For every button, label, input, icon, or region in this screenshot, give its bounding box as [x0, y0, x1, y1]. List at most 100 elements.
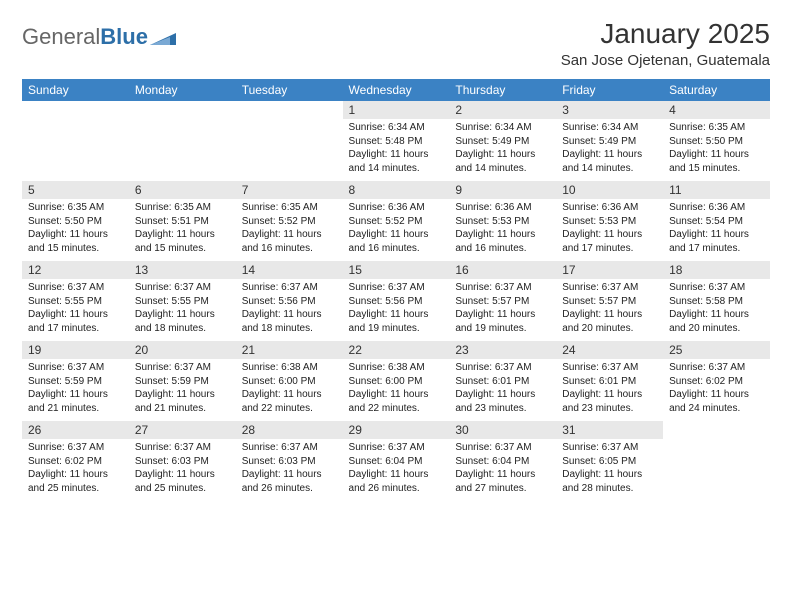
- day-number: 17: [556, 261, 663, 279]
- calendar-cell: [22, 101, 129, 181]
- day-detail-line: Sunrise: 6:37 AM: [135, 361, 230, 375]
- day-detail-line: Sunrise: 6:36 AM: [455, 201, 550, 215]
- day-detail-line: Sunset: 5:56 PM: [349, 295, 444, 309]
- day-detail-line: and 20 minutes.: [669, 322, 764, 336]
- day-detail-line: and 27 minutes.: [455, 482, 550, 496]
- topbar: GeneralBlue January 2025 San Jose Ojeten…: [22, 18, 770, 69]
- day-details: Sunrise: 6:37 AMSunset: 5:56 PMDaylight:…: [236, 279, 343, 341]
- day-detail-line: Sunrise: 6:37 AM: [135, 441, 230, 455]
- calendar-cell: 5Sunrise: 6:35 AMSunset: 5:50 PMDaylight…: [22, 181, 129, 261]
- calendar-cell: 7Sunrise: 6:35 AMSunset: 5:52 PMDaylight…: [236, 181, 343, 261]
- day-detail-line: Sunrise: 6:37 AM: [669, 281, 764, 295]
- day-detail-line: Daylight: 11 hours: [562, 148, 657, 162]
- calendar-cell: 20Sunrise: 6:37 AMSunset: 5:59 PMDayligh…: [129, 341, 236, 421]
- weekday-header-row: Sunday Monday Tuesday Wednesday Thursday…: [22, 79, 770, 101]
- day-detail-line: and 15 minutes.: [28, 242, 123, 256]
- day-detail-line: and 16 minutes.: [455, 242, 550, 256]
- day-detail-line: Sunset: 5:49 PM: [562, 135, 657, 149]
- day-detail-line: Sunrise: 6:37 AM: [562, 281, 657, 295]
- day-detail-line: and 15 minutes.: [669, 162, 764, 176]
- day-details: Sunrise: 6:37 AMSunset: 6:05 PMDaylight:…: [556, 439, 663, 501]
- day-details: [236, 105, 343, 161]
- flag-icon: [150, 27, 176, 47]
- day-number: 3: [556, 101, 663, 119]
- day-detail-line: Sunset: 6:03 PM: [135, 455, 230, 469]
- day-detail-line: Sunrise: 6:35 AM: [28, 201, 123, 215]
- day-number: 28: [236, 421, 343, 439]
- day-detail-line: and 25 minutes.: [135, 482, 230, 496]
- calendar-cell: 8Sunrise: 6:36 AMSunset: 5:52 PMDaylight…: [343, 181, 450, 261]
- day-detail-line: and 18 minutes.: [242, 322, 337, 336]
- day-number: 1: [343, 101, 450, 119]
- day-detail-line: Daylight: 11 hours: [28, 388, 123, 402]
- day-detail-line: Daylight: 11 hours: [28, 308, 123, 322]
- brand-word1: General: [22, 24, 100, 50]
- day-detail-line: Sunrise: 6:37 AM: [562, 361, 657, 375]
- day-detail-line: Sunrise: 6:37 AM: [455, 441, 550, 455]
- day-number: 18: [663, 261, 770, 279]
- day-number: 25: [663, 341, 770, 359]
- day-detail-line: Daylight: 11 hours: [349, 148, 444, 162]
- day-detail-line: Sunset: 6:00 PM: [349, 375, 444, 389]
- day-detail-line: and 21 minutes.: [135, 402, 230, 416]
- day-details: Sunrise: 6:38 AMSunset: 6:00 PMDaylight:…: [343, 359, 450, 421]
- day-details: Sunrise: 6:37 AMSunset: 5:57 PMDaylight:…: [556, 279, 663, 341]
- day-number: 23: [449, 341, 556, 359]
- day-number: 19: [22, 341, 129, 359]
- day-details: Sunrise: 6:37 AMSunset: 6:01 PMDaylight:…: [556, 359, 663, 421]
- day-detail-line: Sunset: 5:55 PM: [28, 295, 123, 309]
- day-detail-line: Sunset: 6:01 PM: [455, 375, 550, 389]
- day-detail-line: Daylight: 11 hours: [349, 468, 444, 482]
- day-detail-line: and 14 minutes.: [562, 162, 657, 176]
- calendar-cell: 12Sunrise: 6:37 AMSunset: 5:55 PMDayligh…: [22, 261, 129, 341]
- day-detail-line: and 21 minutes.: [28, 402, 123, 416]
- day-detail-line: Sunrise: 6:34 AM: [455, 121, 550, 135]
- calendar-cell: 10Sunrise: 6:36 AMSunset: 5:53 PMDayligh…: [556, 181, 663, 261]
- calendar-cell: 2Sunrise: 6:34 AMSunset: 5:49 PMDaylight…: [449, 101, 556, 181]
- weekday-header: Sunday: [22, 79, 129, 101]
- day-details: Sunrise: 6:37 AMSunset: 6:01 PMDaylight:…: [449, 359, 556, 421]
- day-details: Sunrise: 6:36 AMSunset: 5:54 PMDaylight:…: [663, 199, 770, 261]
- day-detail-line: and 23 minutes.: [455, 402, 550, 416]
- day-detail-line: Sunrise: 6:37 AM: [455, 281, 550, 295]
- day-detail-line: and 19 minutes.: [455, 322, 550, 336]
- calendar-week-row: 5Sunrise: 6:35 AMSunset: 5:50 PMDaylight…: [22, 181, 770, 261]
- day-detail-line: Daylight: 11 hours: [349, 388, 444, 402]
- day-detail-line: Sunset: 5:53 PM: [455, 215, 550, 229]
- day-detail-line: Sunset: 6:02 PM: [28, 455, 123, 469]
- weekday-header: Saturday: [663, 79, 770, 101]
- calendar-body: 1Sunrise: 6:34 AMSunset: 5:48 PMDaylight…: [22, 101, 770, 501]
- day-detail-line: Daylight: 11 hours: [242, 308, 337, 322]
- day-detail-line: and 23 minutes.: [562, 402, 657, 416]
- weekday-header: Monday: [129, 79, 236, 101]
- calendar-cell: 16Sunrise: 6:37 AMSunset: 5:57 PMDayligh…: [449, 261, 556, 341]
- day-number: 5: [22, 181, 129, 199]
- day-detail-line: Daylight: 11 hours: [669, 228, 764, 242]
- day-detail-line: Daylight: 11 hours: [669, 148, 764, 162]
- day-number: 7: [236, 181, 343, 199]
- day-detail-line: Sunrise: 6:37 AM: [669, 361, 764, 375]
- day-details: Sunrise: 6:37 AMSunset: 5:56 PMDaylight:…: [343, 279, 450, 341]
- day-detail-line: Sunset: 5:58 PM: [669, 295, 764, 309]
- day-details: [129, 105, 236, 161]
- day-details: Sunrise: 6:36 AMSunset: 5:53 PMDaylight:…: [449, 199, 556, 261]
- day-details: Sunrise: 6:37 AMSunset: 5:57 PMDaylight:…: [449, 279, 556, 341]
- day-detail-line: Sunrise: 6:37 AM: [28, 281, 123, 295]
- day-detail-line: Sunset: 6:00 PM: [242, 375, 337, 389]
- day-detail-line: Daylight: 11 hours: [562, 228, 657, 242]
- day-detail-line: Daylight: 11 hours: [562, 388, 657, 402]
- calendar-cell: 28Sunrise: 6:37 AMSunset: 6:03 PMDayligh…: [236, 421, 343, 501]
- day-detail-line: and 26 minutes.: [242, 482, 337, 496]
- calendar-cell: 4Sunrise: 6:35 AMSunset: 5:50 PMDaylight…: [663, 101, 770, 181]
- day-detail-line: Sunrise: 6:37 AM: [242, 441, 337, 455]
- day-detail-line: and 22 minutes.: [242, 402, 337, 416]
- day-detail-line: and 14 minutes.: [455, 162, 550, 176]
- day-detail-line: Daylight: 11 hours: [562, 308, 657, 322]
- day-details: Sunrise: 6:37 AMSunset: 6:02 PMDaylight:…: [22, 439, 129, 501]
- day-number: 27: [129, 421, 236, 439]
- day-detail-line: Sunrise: 6:37 AM: [242, 281, 337, 295]
- calendar-cell: 6Sunrise: 6:35 AMSunset: 5:51 PMDaylight…: [129, 181, 236, 261]
- day-detail-line: Sunrise: 6:37 AM: [349, 281, 444, 295]
- calendar-cell: 25Sunrise: 6:37 AMSunset: 6:02 PMDayligh…: [663, 341, 770, 421]
- calendar-cell: 17Sunrise: 6:37 AMSunset: 5:57 PMDayligh…: [556, 261, 663, 341]
